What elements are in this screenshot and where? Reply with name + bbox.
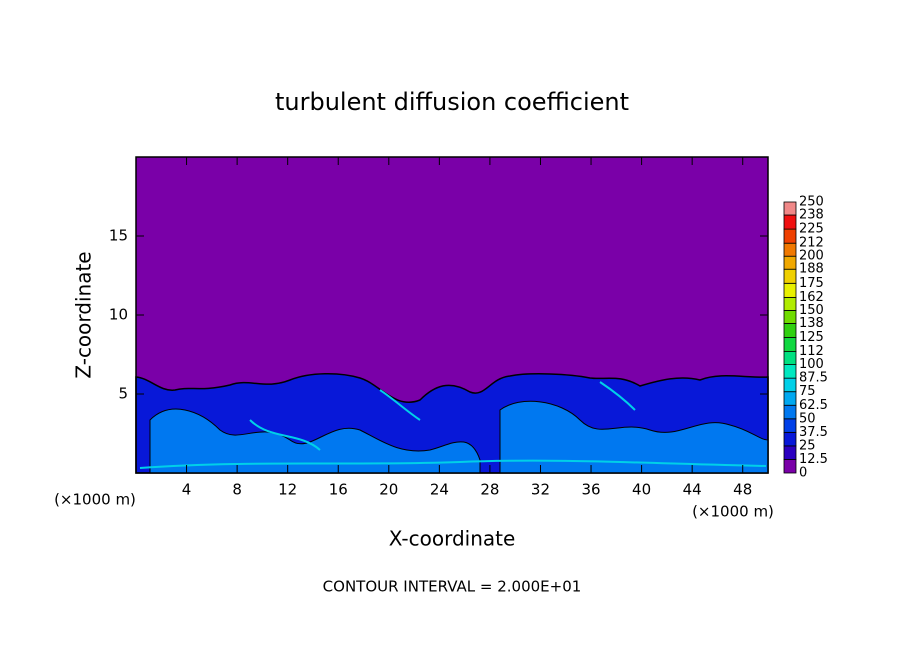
- colorbar-band: [783, 201, 797, 216]
- colorbar-label: 87.5: [799, 371, 828, 386]
- x-tick-label: 36: [581, 481, 600, 499]
- colorbar-label: 238: [799, 208, 824, 223]
- x-tick-label: 4: [182, 481, 192, 499]
- colorbar-label: 62.5: [799, 398, 828, 413]
- colorbar-band: [783, 228, 797, 244]
- light-patch: [149, 408, 481, 474]
- colorbar-label: 250: [799, 195, 824, 210]
- colorbar-band: [783, 296, 797, 311]
- colorbar-label: 175: [799, 276, 824, 291]
- y-tick-label: 15: [109, 227, 128, 245]
- x-tick-label: 28: [480, 481, 499, 499]
- colorbar-label: 37.5: [799, 425, 828, 440]
- colorbar-band: [783, 214, 797, 230]
- x-tick-label: 44: [683, 481, 702, 499]
- colorbar-label: 225: [799, 222, 824, 237]
- colorbar-band: [783, 242, 797, 257]
- light-patch: [499, 400, 769, 474]
- colorbar-label: 75: [799, 384, 816, 399]
- colorbar-band: [783, 445, 797, 460]
- colorbar-band: [783, 337, 797, 352]
- x-unit: (×1000 m): [54, 491, 136, 509]
- x-tick-label: 16: [329, 481, 348, 499]
- colorbar-label: 112: [799, 344, 824, 359]
- colorbar-band: [783, 282, 797, 298]
- colorbar-band: [783, 351, 797, 366]
- field: [135, 157, 769, 474]
- chart-title: turbulent diffusion coefficient: [275, 88, 629, 116]
- cyan-streak: [139, 381, 767, 469]
- colorbar-band: [783, 364, 797, 379]
- y-tick-label: 10: [109, 306, 128, 324]
- colorbar-band: [783, 431, 797, 447]
- colorbar-label: 162: [799, 290, 824, 305]
- colorbar-label: 125: [799, 330, 824, 345]
- x-tick-label: 48: [733, 481, 752, 499]
- colorbar-label: 188: [799, 262, 824, 277]
- colorbar-label: 150: [799, 303, 824, 318]
- colorbar-band: [783, 404, 797, 420]
- x-tick-label: 8: [232, 481, 242, 499]
- colorbar-band: [783, 377, 797, 393]
- colorbar-label: 200: [799, 249, 824, 264]
- colorbar-band: [783, 309, 797, 324]
- colorbar-label: 138: [799, 316, 824, 331]
- y-axis-label: Z-coordinate: [72, 251, 96, 378]
- colorbar-label: 12.5: [799, 452, 828, 467]
- colorbar-band: [783, 459, 797, 474]
- y-unit: (×1000 m): [692, 503, 774, 521]
- colorbar-label: 0: [799, 466, 807, 481]
- x-tick-label: 32: [531, 481, 550, 499]
- colorbar-band: [783, 323, 797, 338]
- x-tick-label: 20: [379, 481, 398, 499]
- colorbar-band: [783, 255, 797, 270]
- colorbar-band: [783, 268, 797, 284]
- x-tick-label: 40: [632, 481, 651, 499]
- colorbar-band: [783, 391, 797, 406]
- colorbar-label: 50: [799, 411, 816, 426]
- colorbar-label: 212: [799, 236, 824, 251]
- footnote: CONTOUR INTERVAL = 2.000E+01: [323, 578, 582, 596]
- x-axis-label: X-coordinate: [389, 527, 516, 551]
- colorbar-band: [783, 418, 797, 433]
- colorbar-label: 100: [799, 357, 824, 372]
- x-tick-label: 12: [278, 481, 297, 499]
- y-tick-label: 5: [118, 385, 128, 403]
- colorbar-label: 25: [799, 438, 816, 453]
- x-tick-label: 24: [430, 481, 449, 499]
